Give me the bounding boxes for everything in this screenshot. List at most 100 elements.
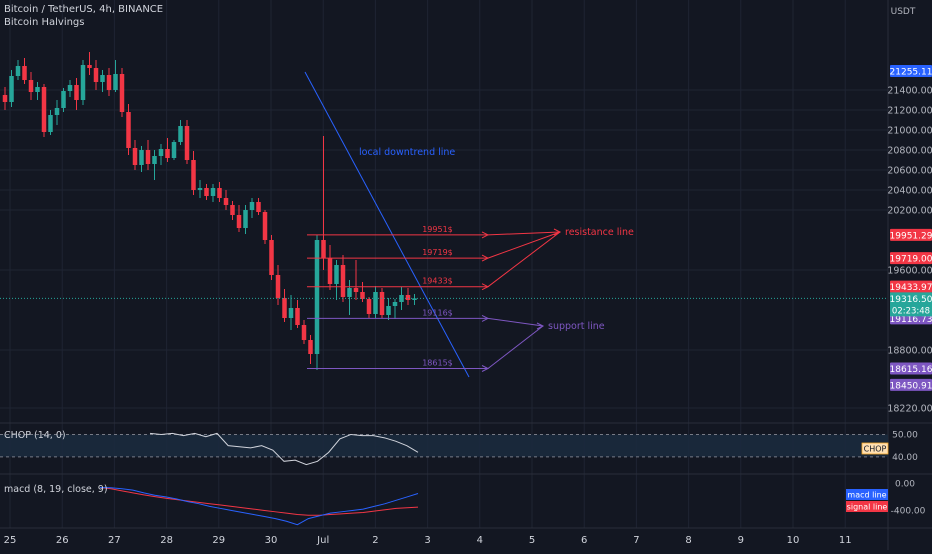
candle-body (61, 91, 66, 108)
candle-body (54, 108, 60, 115)
price-tick: 20400.00 (887, 186, 932, 197)
level-label: 19116$ (422, 308, 453, 317)
level-price-badge: 18615.16 (890, 365, 932, 375)
price-axis[interactable]: 21400.00 21200.00 21000.00 20800.00 20600.00… (887, 7, 932, 415)
price-tick: 21000.00 (887, 126, 932, 137)
support-arrowhead (536, 322, 545, 330)
candle-body (301, 325, 307, 340)
time-label: 25 (4, 535, 17, 546)
level-price-badge: 19951.29 (890, 231, 932, 241)
macd-pane: macd (8, 19, close, 9) 0.00 -400.00 macd li… (4, 479, 926, 526)
candle-body (262, 212, 268, 240)
price-tick: 20600.00 (887, 166, 932, 177)
time-label: 7 (633, 535, 639, 546)
resistance-arrowhead (553, 228, 562, 236)
candle-body (288, 308, 294, 318)
candle-body (321, 240, 326, 258)
price-tick: 19600.00 (887, 266, 932, 277)
time-label: 28 (160, 535, 173, 546)
time-label: 4 (477, 535, 483, 546)
candle-body (87, 65, 92, 68)
resistance-callout-line (487, 231, 561, 288)
candle-body (399, 295, 404, 302)
indicator-title[interactable]: Bitcoin Halvings (4, 17, 85, 28)
candle-body (269, 240, 274, 275)
time-label: 2 (372, 535, 378, 546)
time-label: 27 (108, 535, 121, 546)
candle-body (386, 306, 391, 315)
time-label: 26 (56, 535, 69, 546)
symbol-title[interactable]: Bitcoin / TetherUS, 4h, BINANCE (4, 4, 164, 15)
level-price-badge: 19433.97 (890, 283, 932, 293)
candle-body (191, 160, 196, 190)
macd-tick: 0.00 (895, 479, 915, 489)
macd-title: macd (8, 19, close, 9) (4, 484, 108, 495)
candle-body (334, 265, 339, 284)
time-label: 10 (787, 535, 800, 546)
time-label: 8 (685, 535, 691, 546)
candle-body (360, 292, 365, 299)
candle-body (22, 66, 27, 80)
level-price-badge-bg (890, 362, 932, 375)
support-label: support line (548, 321, 605, 332)
current-price-badge: 21255.11 (890, 68, 932, 78)
candle-body (230, 205, 235, 215)
candle-body (308, 340, 313, 354)
candle-body (314, 240, 320, 354)
candle-body (295, 308, 300, 325)
drawings: local downtrend line 19951$ 19719$ 19433$ 19… (0, 71, 888, 378)
candle-body (366, 299, 372, 314)
candle-body (327, 258, 333, 284)
candle-body (184, 126, 190, 160)
current-price-badge-bg (890, 65, 932, 77)
level-price-badge-bg (890, 280, 932, 293)
candle-body (152, 156, 157, 164)
candlesticks (2, 52, 417, 370)
level-price-badge-bg (890, 252, 932, 265)
time-axis[interactable]: 25 26 27 28 29 30 Jul 2 3 4 5 6 7 8 9 10 11 (4, 535, 852, 546)
candle-body (48, 115, 53, 132)
candle-body (28, 80, 34, 92)
downtrend-label: local downtrend line (359, 147, 455, 158)
candle-body (379, 292, 385, 315)
candle-body (249, 202, 255, 210)
candle-body (275, 275, 281, 298)
candle-body (373, 292, 378, 314)
candle-body (204, 188, 209, 196)
price-tick: 18220.00 (887, 404, 932, 415)
price-tick: 21400.00 (887, 86, 932, 97)
time-label: 29 (212, 535, 225, 546)
chop-tick: 40.00 (892, 453, 918, 463)
level-price-badge-bg (890, 378, 932, 391)
level-label: 18615$ (422, 359, 453, 368)
candle-body (145, 150, 151, 164)
candle-body (113, 74, 118, 90)
candle-body (197, 188, 203, 190)
level-price-badge: 19116.73 (890, 315, 932, 325)
candle-body (405, 295, 411, 300)
chop-pane: CHOP (14, 0) 50.00 40.00 CHOP (0, 430, 918, 466)
candle-body (217, 188, 222, 198)
candle-body (119, 74, 125, 112)
candle-body (106, 75, 112, 90)
level-price-badge-bg (890, 228, 932, 241)
candle-body (171, 142, 177, 158)
macd-legend-bg (846, 489, 888, 500)
last-price-badge: 19316.50 (890, 295, 932, 305)
time-label: 5 (529, 535, 535, 546)
candle-body (67, 85, 73, 91)
candle-body (282, 298, 287, 318)
chop-badge: CHOP (864, 445, 887, 454)
candle-body (100, 75, 105, 82)
price-tick: 20200.00 (887, 206, 932, 217)
candle-body (210, 188, 216, 196)
candle-body (347, 288, 352, 297)
chop-title: CHOP (14, 0) (4, 430, 66, 441)
chop-badge-bg (861, 442, 889, 455)
macd-line (99, 486, 419, 526)
time-label: Jul (316, 535, 329, 546)
resistance-label: resistance line (565, 227, 634, 238)
candle-body (223, 198, 229, 205)
candle-body (80, 65, 86, 100)
